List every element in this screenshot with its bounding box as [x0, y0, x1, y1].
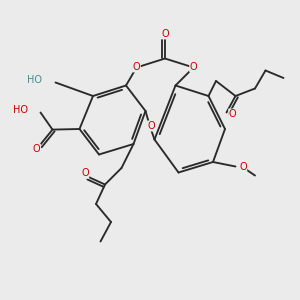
Text: O: O — [81, 168, 89, 178]
Text: O: O — [161, 29, 169, 39]
Text: O: O — [33, 144, 41, 154]
Text: HO: HO — [13, 105, 28, 116]
Text: O: O — [190, 62, 197, 72]
Text: O: O — [239, 161, 247, 172]
Text: O: O — [133, 62, 140, 72]
Text: HO: HO — [27, 75, 42, 85]
Text: O: O — [148, 121, 155, 131]
Text: O: O — [229, 109, 236, 119]
